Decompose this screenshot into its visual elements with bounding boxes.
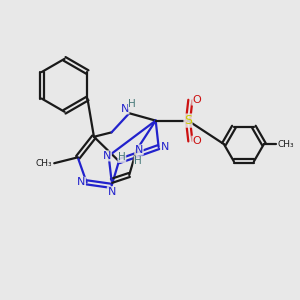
Text: H: H: [134, 156, 142, 166]
Text: N: N: [161, 142, 169, 152]
Text: O: O: [192, 136, 201, 146]
Text: CH₃: CH₃: [35, 159, 52, 168]
Text: N: N: [77, 177, 86, 187]
Text: N: N: [107, 187, 116, 197]
Text: N: N: [121, 104, 129, 114]
Text: CH₃: CH₃: [277, 140, 294, 148]
Text: N: N: [135, 145, 143, 155]
Text: H: H: [118, 152, 126, 162]
Text: S: S: [184, 114, 192, 127]
Text: O: O: [192, 95, 201, 105]
Text: H: H: [128, 99, 136, 109]
Text: N: N: [103, 151, 111, 161]
